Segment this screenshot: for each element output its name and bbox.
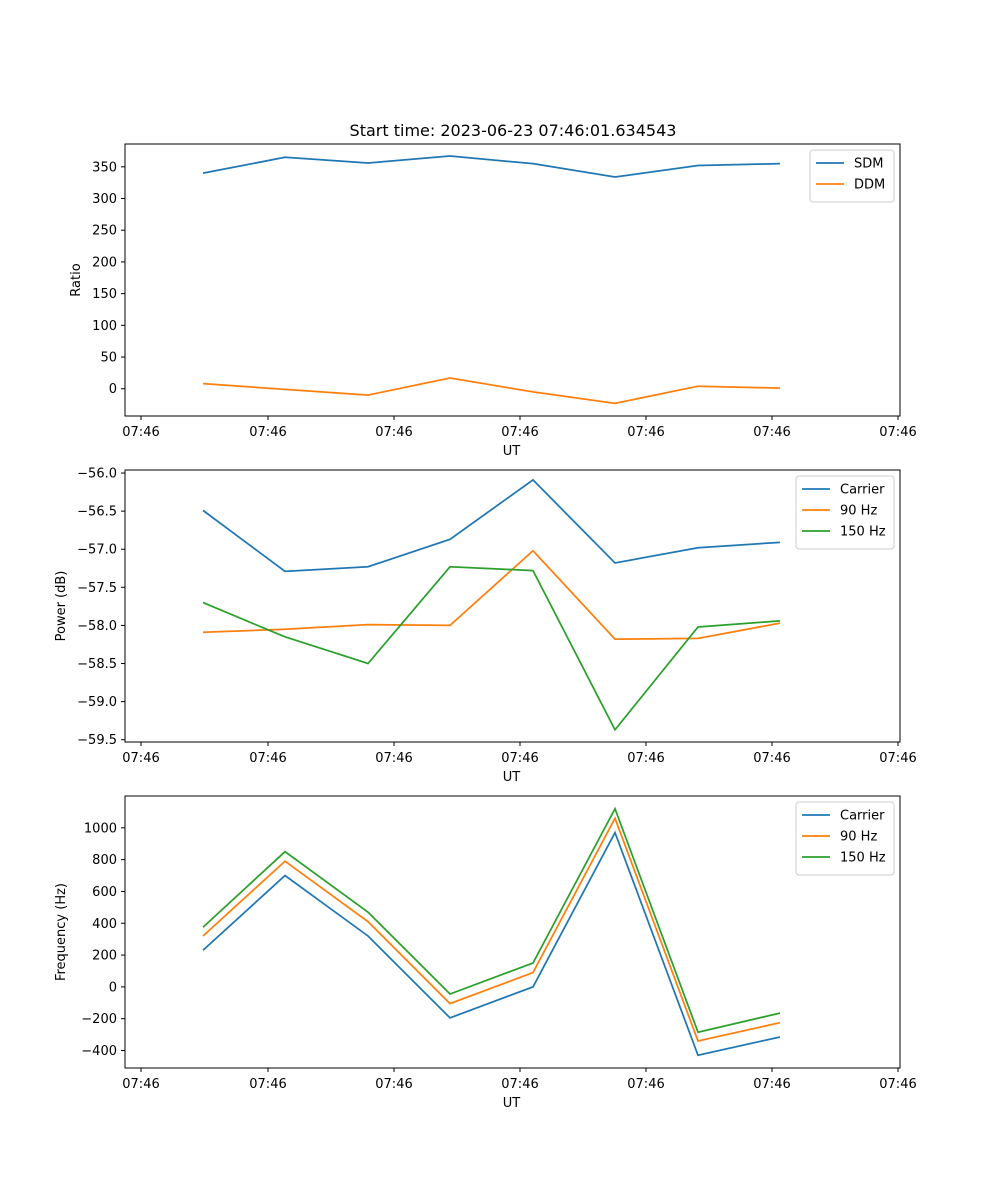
- x-tick-label: 07:46: [501, 751, 538, 766]
- legend-label: 90 Hz: [840, 504, 877, 519]
- x-tick-label: 07:46: [122, 751, 159, 766]
- y-tick-label: 800: [92, 853, 117, 868]
- y-axis-label: Power (dB): [54, 571, 69, 642]
- legend-label: DDM: [854, 178, 885, 193]
- x-tick-label: 07:46: [753, 425, 790, 440]
- legend-label: Carrier: [840, 809, 885, 824]
- y-tick-label: 350: [92, 160, 117, 175]
- y-tick-label: 150: [92, 287, 117, 302]
- x-tick-label: 07:46: [627, 425, 664, 440]
- legend-label: 150 Hz: [840, 851, 886, 866]
- x-tick-label: 07:46: [122, 1077, 159, 1092]
- legend: Carrier 90 Hz 150 Hz: [795, 475, 895, 550]
- x-tick-label: 07:46: [879, 425, 916, 440]
- series-line-90-hz: [202, 549, 781, 641]
- x-tick-label: 07:46: [249, 425, 286, 440]
- series-line-ddm: [202, 377, 781, 405]
- y-tick-label: −59.0: [77, 695, 117, 710]
- frequency-panel: 07:46 07:46 07:46 07:46 07:46 07:46 07:46 −400 −…: [54, 795, 917, 1111]
- y-tick-label: −59.5: [77, 733, 117, 748]
- series-line-carrier: [202, 830, 781, 1057]
- y-tick-label: 200: [92, 255, 117, 270]
- series-line-150-hz: [202, 565, 781, 732]
- axes-frame: [124, 795, 901, 1069]
- y-tick-label: −400: [81, 1044, 117, 1059]
- y-tick-label: 600: [92, 885, 117, 900]
- legend-label: 150 Hz: [840, 525, 886, 540]
- y-tick-label: 250: [92, 224, 117, 239]
- axes-frame: [124, 143, 901, 417]
- y-tick-label: −57.0: [77, 543, 117, 558]
- series-line-90-hz: [202, 816, 781, 1042]
- legend: SDM DDM: [809, 149, 895, 203]
- x-tick-label: 07:46: [375, 1077, 412, 1092]
- y-tick-label: −58.0: [77, 619, 117, 634]
- series-line-150-hz: [202, 806, 781, 1034]
- ratio-panel: 07:46 07:46 07:46 07:46 07:46 07:46 07:46 0 50 10…: [69, 143, 917, 459]
- y-tick-label: −57.5: [77, 581, 117, 596]
- y-tick-label: 1000: [84, 821, 117, 836]
- y-tick-label: 50: [100, 351, 117, 366]
- x-axis-label: UT: [503, 1096, 521, 1111]
- x-axis-label: UT: [503, 444, 521, 459]
- x-tick-label: 07:46: [627, 1077, 664, 1092]
- x-tick-label: 07:46: [249, 751, 286, 766]
- x-tick-label: 07:46: [249, 1077, 286, 1092]
- y-tick-label: −56.5: [77, 505, 117, 520]
- x-tick-label: 07:46: [501, 1077, 538, 1092]
- y-tick-label: −58.5: [77, 657, 117, 672]
- y-tick-label: 400: [92, 917, 117, 932]
- power-panel: 07:46 07:46 07:46 07:46 07:46 07:46 07:46 −59.5…: [54, 467, 917, 785]
- x-tick-label: 07:46: [122, 425, 159, 440]
- legend-label: 90 Hz: [840, 830, 877, 845]
- x-tick-label: 07:46: [375, 751, 412, 766]
- series-line-carrier: [202, 478, 781, 573]
- y-tick-label: −200: [81, 1012, 117, 1027]
- y-tick-label: 0: [109, 980, 117, 995]
- y-tick-label: −56.0: [77, 467, 117, 482]
- y-tick-label: 0: [109, 382, 117, 397]
- x-tick-label: 07:46: [753, 751, 790, 766]
- legend: Carrier 90 Hz 150 Hz: [795, 801, 895, 876]
- x-axis-label: UT: [503, 770, 521, 785]
- y-axis-label: Ratio: [69, 263, 84, 296]
- y-tick-label: 300: [92, 192, 117, 207]
- x-tick-label: 07:46: [627, 751, 664, 766]
- y-tick-label: 100: [92, 319, 117, 334]
- y-axis-label: Frequency (Hz): [54, 883, 69, 981]
- x-tick-label: 07:46: [879, 1077, 916, 1092]
- legend-label: Carrier: [840, 483, 885, 498]
- x-tick-label: 07:46: [879, 751, 916, 766]
- series-line-sdm: [202, 155, 781, 178]
- legend-label: SDM: [854, 157, 883, 172]
- x-tick-label: 07:46: [501, 425, 538, 440]
- chart-title: Start time: 2023-06-23 07:46:01.634543: [350, 121, 677, 140]
- axes-frame: [124, 469, 901, 743]
- x-tick-label: 07:46: [375, 425, 412, 440]
- x-tick-label: 07:46: [753, 1077, 790, 1092]
- y-tick-label: 200: [92, 949, 117, 964]
